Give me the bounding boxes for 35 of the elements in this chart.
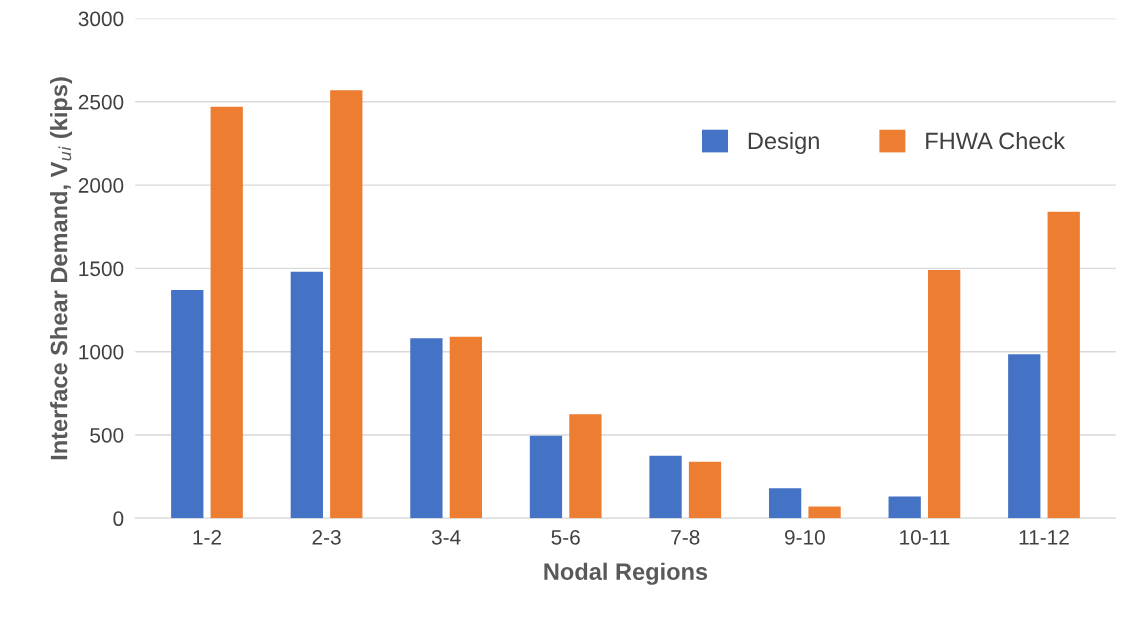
x-tick-label: 9-10 bbox=[784, 529, 825, 545]
bar bbox=[688, 461, 722, 519]
y-tick-label: 1500 bbox=[79, 261, 124, 277]
x-tick-label: 7-8 bbox=[671, 529, 700, 545]
bar bbox=[1047, 211, 1080, 519]
x-tick-label: 1-2 bbox=[193, 529, 221, 545]
bar bbox=[1008, 354, 1041, 519]
x-tick-label: 3-4 bbox=[431, 529, 461, 545]
legend-label: FHWA Check bbox=[926, 131, 1066, 150]
bar bbox=[171, 290, 204, 519]
x-tick-label: 5-6 bbox=[551, 529, 580, 545]
bar bbox=[410, 338, 443, 519]
y-tick-label: 2500 bbox=[78, 94, 124, 110]
y-tick-label: 3000 bbox=[78, 11, 124, 27]
x-tick-label: 11-12 bbox=[1019, 529, 1069, 545]
x-tick-label: 2-3 bbox=[312, 529, 341, 545]
bar bbox=[449, 336, 482, 519]
x-axis-title: Nodal Regions bbox=[544, 562, 708, 585]
y-axis-title: Interface Shear Demand, V$_{ui}$ (kips) bbox=[50, 77, 73, 460]
bar bbox=[808, 506, 841, 519]
bar bbox=[290, 271, 323, 519]
bar bbox=[888, 496, 921, 519]
bar bbox=[210, 106, 243, 519]
y-tick-label: 0 bbox=[113, 511, 124, 527]
y-tick-label: 500 bbox=[90, 427, 124, 443]
y-tick-label: 2000 bbox=[78, 178, 124, 193]
bar bbox=[928, 270, 961, 519]
bar bbox=[330, 90, 363, 519]
y-tick-label: 1000 bbox=[79, 344, 124, 360]
bar bbox=[529, 435, 563, 519]
legend-label: Design bbox=[748, 131, 819, 154]
bar bbox=[569, 414, 602, 519]
bar bbox=[768, 488, 802, 519]
bar bbox=[649, 455, 682, 519]
x-tick-label: 10-11 bbox=[900, 529, 950, 545]
